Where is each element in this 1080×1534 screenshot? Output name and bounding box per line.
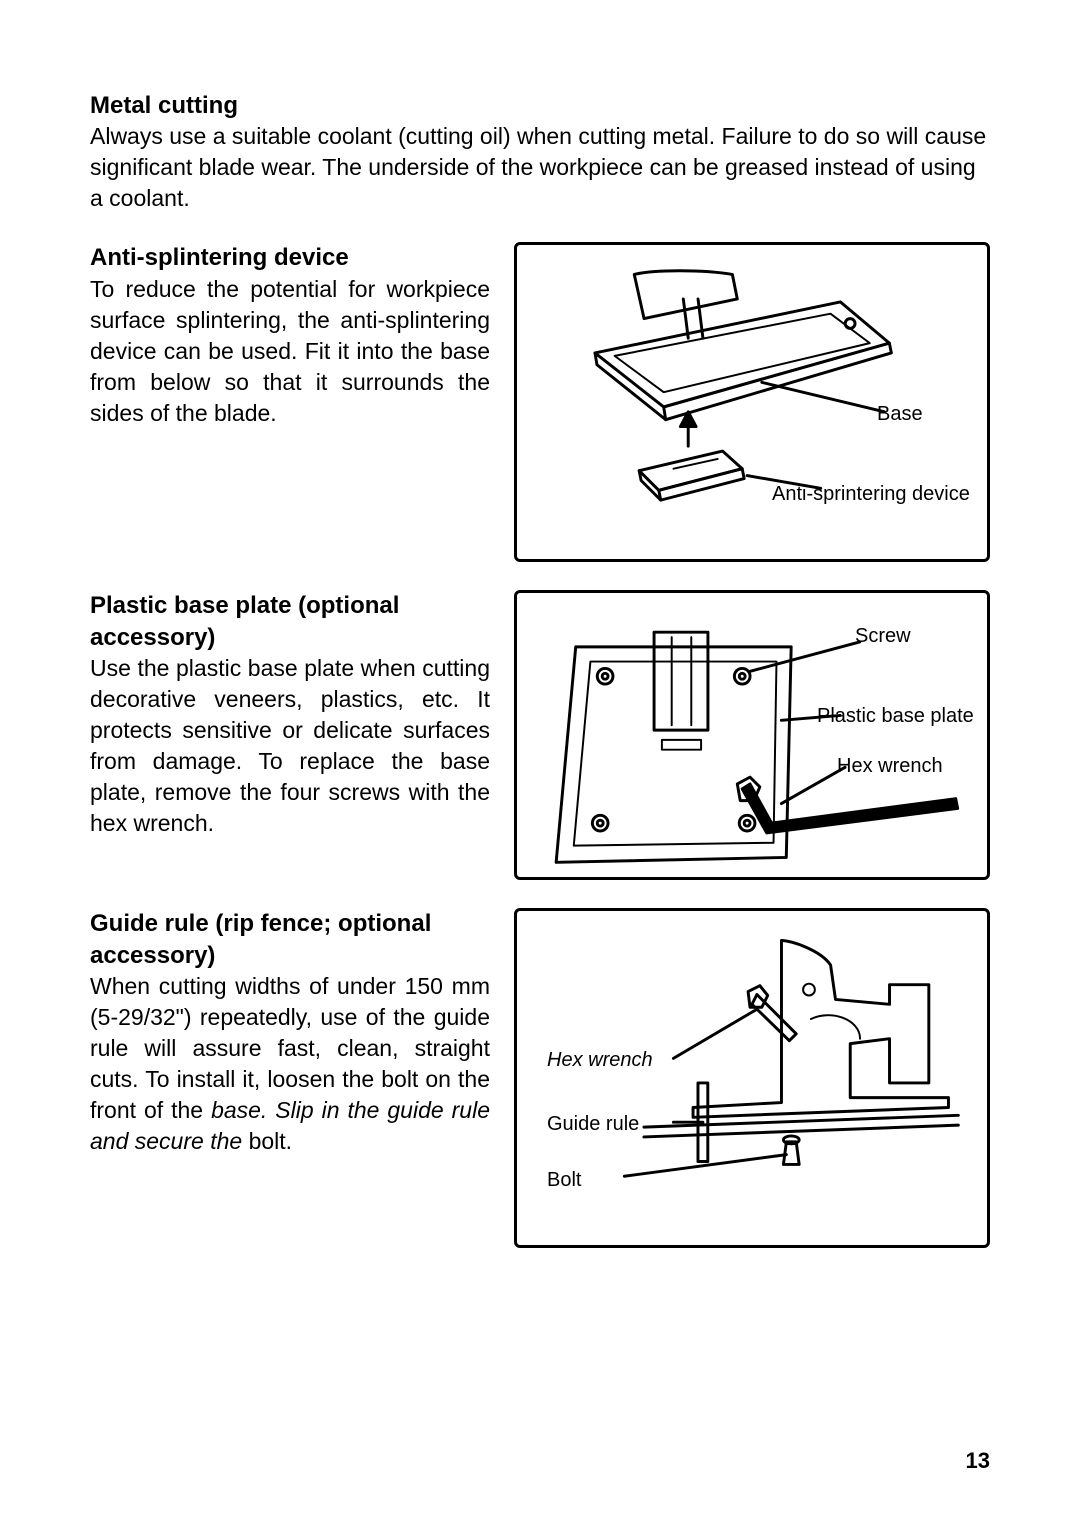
figure-guide-rule: Hex wrench Guide rule Bolt bbox=[514, 908, 990, 1248]
label-antisprintering: Anti-sprintering device bbox=[772, 483, 970, 506]
section-anti-splintering: Anti-splintering device To reduce the po… bbox=[90, 242, 990, 562]
label-base: Base bbox=[877, 403, 923, 426]
body-anti-splintering: To reduce the potential for workpiece su… bbox=[90, 274, 490, 429]
page-number: 13 bbox=[966, 1448, 990, 1474]
label-screw: Screw bbox=[855, 625, 911, 648]
label-guide-rule: Guide rule bbox=[547, 1113, 639, 1136]
heading-plastic-base: Plastic base plate (optional accessory) bbox=[90, 590, 490, 652]
figure-anti-splintering: Base Anti-sprintering device bbox=[514, 242, 990, 562]
label-hex-wrench-2: Hex wrench bbox=[547, 1049, 653, 1072]
anti-splintering-svg bbox=[517, 245, 987, 559]
heading-anti-splintering: Anti-splintering device bbox=[90, 242, 490, 273]
body-plastic-base: Use the plastic base plate when cutting … bbox=[90, 653, 490, 839]
section-guide-rule: Guide rule (rip fence; optional accessor… bbox=[90, 908, 990, 1248]
label-hex-wrench-1: Hex wrench bbox=[837, 755, 943, 778]
label-plate: Plastic base plate bbox=[817, 705, 974, 728]
label-bolt: Bolt bbox=[547, 1169, 581, 1192]
section-metal-cutting: Metal cutting Always use a suitable cool… bbox=[90, 90, 990, 214]
guide-rule-svg bbox=[517, 911, 987, 1245]
section-plastic-base: Plastic base plate (optional accessory) … bbox=[90, 590, 990, 880]
body-metal-cutting: Always use a suitable coolant (cutting o… bbox=[90, 121, 990, 214]
guide-rule-body-c: bolt. bbox=[249, 1128, 292, 1154]
figure-plastic-base: Screw Plastic base plate Hex wrench bbox=[514, 590, 990, 880]
heading-guide-rule: Guide rule (rip fence; optional accessor… bbox=[90, 908, 490, 970]
plastic-base-svg bbox=[517, 593, 987, 877]
body-guide-rule: When cutting widths of under 150 mm (5-2… bbox=[90, 971, 490, 1157]
heading-metal-cutting: Metal cutting bbox=[90, 90, 990, 121]
